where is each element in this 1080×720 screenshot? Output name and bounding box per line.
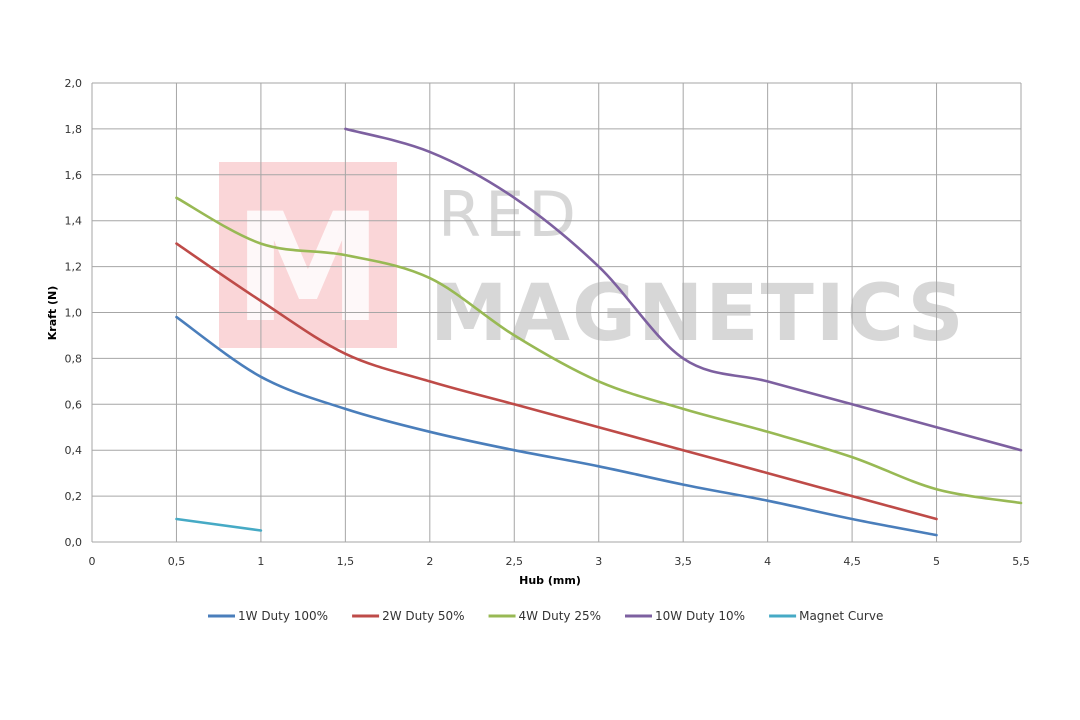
grid <box>91 82 1022 543</box>
y-axis: 0,0 0,2 0,4 0,6 0,8 1,0 1,2 1,4 1,6 1,8 2,0 <box>65 77 83 549</box>
y-tick-label: 0,4 <box>65 444 83 457</box>
y-axis-title: Kraft (N) <box>46 286 59 341</box>
legend-label: Magnet Curve <box>799 609 883 623</box>
series-line-10w-duty-10 <box>344 127 1023 452</box>
x-tick-label: 1 <box>257 555 264 568</box>
x-tick-label: 4 <box>764 555 771 568</box>
legend-label: 1W Duty 100% <box>238 609 328 623</box>
y-tick-label: 0,0 <box>65 536 83 549</box>
x-tick-label: 0 <box>89 555 96 568</box>
x-tick-label: 5,5 <box>1012 555 1030 568</box>
watermark-logo-box <box>219 162 397 348</box>
legend: 1W Duty 100% 2W Duty 50% 4W Duty 25% 10W Du… <box>208 609 883 623</box>
y-tick-label: 0,2 <box>65 490 83 503</box>
x-tick-label: 4,5 <box>843 555 861 568</box>
legend-item: Magnet Curve <box>769 609 883 623</box>
legend-item: 2W Duty 50% <box>352 609 465 623</box>
legend-label: 2W Duty 50% <box>382 609 464 623</box>
y-tick-label: 1,8 <box>65 123 83 136</box>
y-tick-label: 1,6 <box>65 169 83 182</box>
watermark-red-text: RED <box>438 178 580 251</box>
legend-label: 10W Duty 10% <box>655 609 745 623</box>
watermark-logo-letter: M <box>233 182 382 356</box>
series-line-1w-duty-100 <box>175 315 938 537</box>
watermark-magnetics-text: MAGNETICS <box>430 269 966 359</box>
x-tick-label: 5 <box>933 555 940 568</box>
x-tick-label: 1,5 <box>337 555 355 568</box>
y-tick-label: 0,8 <box>65 352 83 365</box>
x-tick-label: 2,5 <box>506 555 524 568</box>
watermark: M RED MAGNETICS <box>219 162 966 359</box>
y-tick-label: 1,4 <box>65 215 83 228</box>
x-tick-label: 3,5 <box>674 555 692 568</box>
series-line-2w-duty-50 <box>175 242 938 521</box>
legend-item: 4W Duty 25% <box>488 609 601 623</box>
x-axis-title: Hub (mm) <box>519 574 581 587</box>
y-tick-label: 1,0 <box>65 307 83 320</box>
legend-item: 1W Duty 100% <box>208 609 328 623</box>
plot-area <box>175 127 1023 537</box>
x-tick-label: 2 <box>426 555 433 568</box>
series-line-magnet-curve <box>175 517 263 532</box>
x-tick-label: 3 <box>595 555 602 568</box>
y-tick-label: 1,2 <box>65 261 83 274</box>
series-line-4w-duty-25 <box>175 196 1023 505</box>
x-tick-label: 0,5 <box>168 555 186 568</box>
y-tick-label: 2,0 <box>65 77 83 90</box>
y-tick-label: 0,6 <box>65 398 83 411</box>
legend-label: 4W Duty 25% <box>519 609 601 623</box>
legend-item: 10W Duty 10% <box>625 609 745 623</box>
x-axis: 0 0,5 1 1,5 2 2,5 3 3,5 4 4,5 5 5,5 <box>89 555 1030 568</box>
